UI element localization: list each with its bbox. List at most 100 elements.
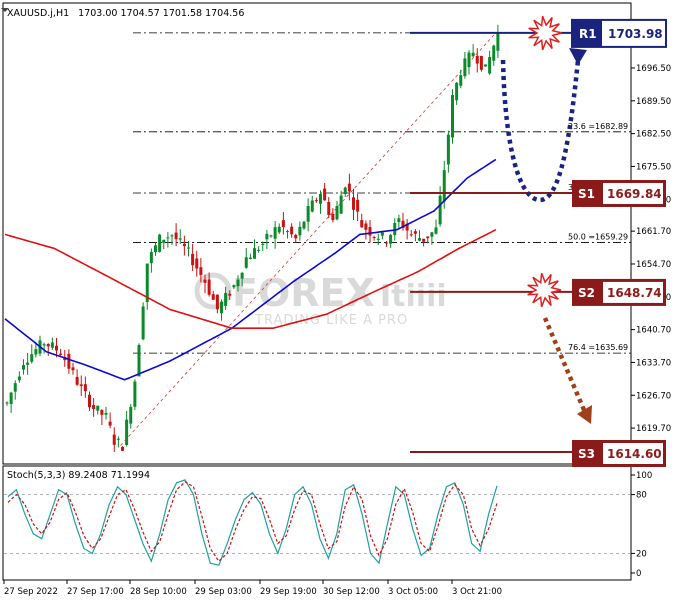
candle-body (310, 200, 314, 212)
candle-body (467, 52, 471, 68)
candle-body (257, 249, 261, 251)
candle-body (298, 226, 302, 236)
candle-body (207, 279, 211, 295)
candle-body (492, 45, 496, 61)
level-badge-tag-r1 (572, 19, 602, 47)
candle-body (484, 64, 487, 67)
candle-body (434, 227, 438, 234)
candle-body (248, 257, 252, 259)
candle-body (409, 234, 413, 236)
stoch-tick-label: 100 (636, 471, 652, 481)
projection-arrows (500, 15, 592, 424)
candle-body (281, 220, 285, 228)
candle-body (380, 232, 384, 236)
candle-body (215, 294, 219, 310)
candle-body (479, 56, 483, 70)
candle-body (228, 293, 232, 296)
candle-body (75, 376, 79, 385)
time-tick-label: 3 Oct 21:00 (452, 587, 502, 597)
candle-body (79, 384, 83, 387)
candle-body (418, 238, 421, 241)
level-value-s1: 1669.84 (607, 187, 662, 201)
watermark-brand: FOREX (232, 271, 375, 315)
level-badge-value-box-s1 (603, 182, 663, 204)
candle-body (286, 231, 289, 233)
candle-body (203, 279, 207, 283)
candle-body (327, 202, 331, 216)
candle-body (195, 258, 199, 269)
candle-body (356, 199, 360, 212)
candle-body (187, 247, 190, 249)
price-tick-label: 1675.50 (636, 162, 671, 172)
symbol-label: XAUUSD.j,H1 (7, 8, 69, 19)
fib-level-label: 76.4 =1635.69 (568, 343, 628, 352)
level-badge-value-box-s3 (603, 443, 663, 464)
candle-body (100, 410, 104, 415)
candle-body (314, 200, 318, 202)
price-tick-label: 1654.70 (636, 260, 671, 270)
candle-body (488, 57, 492, 74)
candle-body (125, 419, 129, 446)
projection-path-r1 (500, 59, 581, 203)
candle-body (475, 55, 479, 64)
candle-body (67, 353, 71, 369)
candle-body (116, 438, 120, 440)
candle-body (261, 243, 265, 245)
projection-arrowhead-s2 (577, 405, 592, 424)
time-tick-label: 29 Sep 03:00 (195, 587, 252, 597)
stoch-title: Stoch(5,3,3) 89.2408 71.1994 (7, 470, 150, 481)
candle-body (220, 301, 223, 314)
level-value-s3: 1614.60 (607, 447, 662, 461)
candle-body (104, 412, 108, 415)
candle-body (182, 243, 186, 247)
symbol-dropdown-icon[interactable] (1, 8, 9, 12)
candle-body (174, 232, 178, 240)
candle-body (137, 344, 141, 377)
stoch-tick-label: 80 (636, 491, 647, 501)
candle-body (496, 32, 500, 51)
candle-body (199, 267, 203, 275)
candle-body (265, 233, 269, 240)
candle-body (166, 237, 170, 239)
projection-path-s2 (542, 317, 587, 411)
price-tick-label: 1696.50 (636, 64, 671, 74)
candle-body (294, 234, 298, 239)
watermark-logo-icon (194, 272, 232, 310)
projection-arrowhead-r1 (569, 48, 587, 65)
candle-body (240, 272, 244, 279)
candle-body (290, 226, 294, 235)
candle-body (50, 342, 54, 348)
candle-body (339, 195, 343, 214)
candle-body (335, 205, 339, 220)
candle-body (26, 362, 30, 365)
level-name-s2: S2 (578, 286, 595, 300)
candle-body (59, 353, 63, 355)
time-tick-label: 28 Sep 10:00 (130, 587, 187, 597)
candle-body (364, 223, 368, 230)
stoch-panel-frame (2, 465, 632, 581)
candle-body (422, 238, 426, 242)
candle-body (360, 220, 364, 228)
stoch-tick-label: 20 (636, 549, 647, 559)
price-tick-label: 1640.70 (636, 326, 671, 336)
candle-body (244, 257, 248, 268)
candle-body (17, 376, 21, 381)
moving-averages (4, 158, 497, 381)
stoch-signal-line (7, 481, 498, 563)
candle-body (141, 306, 145, 340)
candle-body (162, 239, 166, 243)
candle-body (389, 234, 393, 244)
candle-body (438, 195, 442, 225)
time-axis: 27 Sep 2022 27 Sep 17:00 28 Sep 10:00 29 Se… (3, 580, 502, 597)
candle-body (463, 58, 467, 77)
price-tick-label: 1682.50 (636, 130, 671, 140)
candle-body (224, 292, 228, 306)
candle-body (397, 218, 401, 223)
candle-body (145, 263, 149, 302)
candle-body (133, 381, 137, 407)
chart-symbol-header: XAUUSD.j,H1 1703.00 1704.57 1701.58 1704… (7, 8, 244, 19)
burst-s2-icon (527, 272, 562, 308)
candle-body (154, 245, 157, 253)
candle-body (42, 344, 46, 346)
